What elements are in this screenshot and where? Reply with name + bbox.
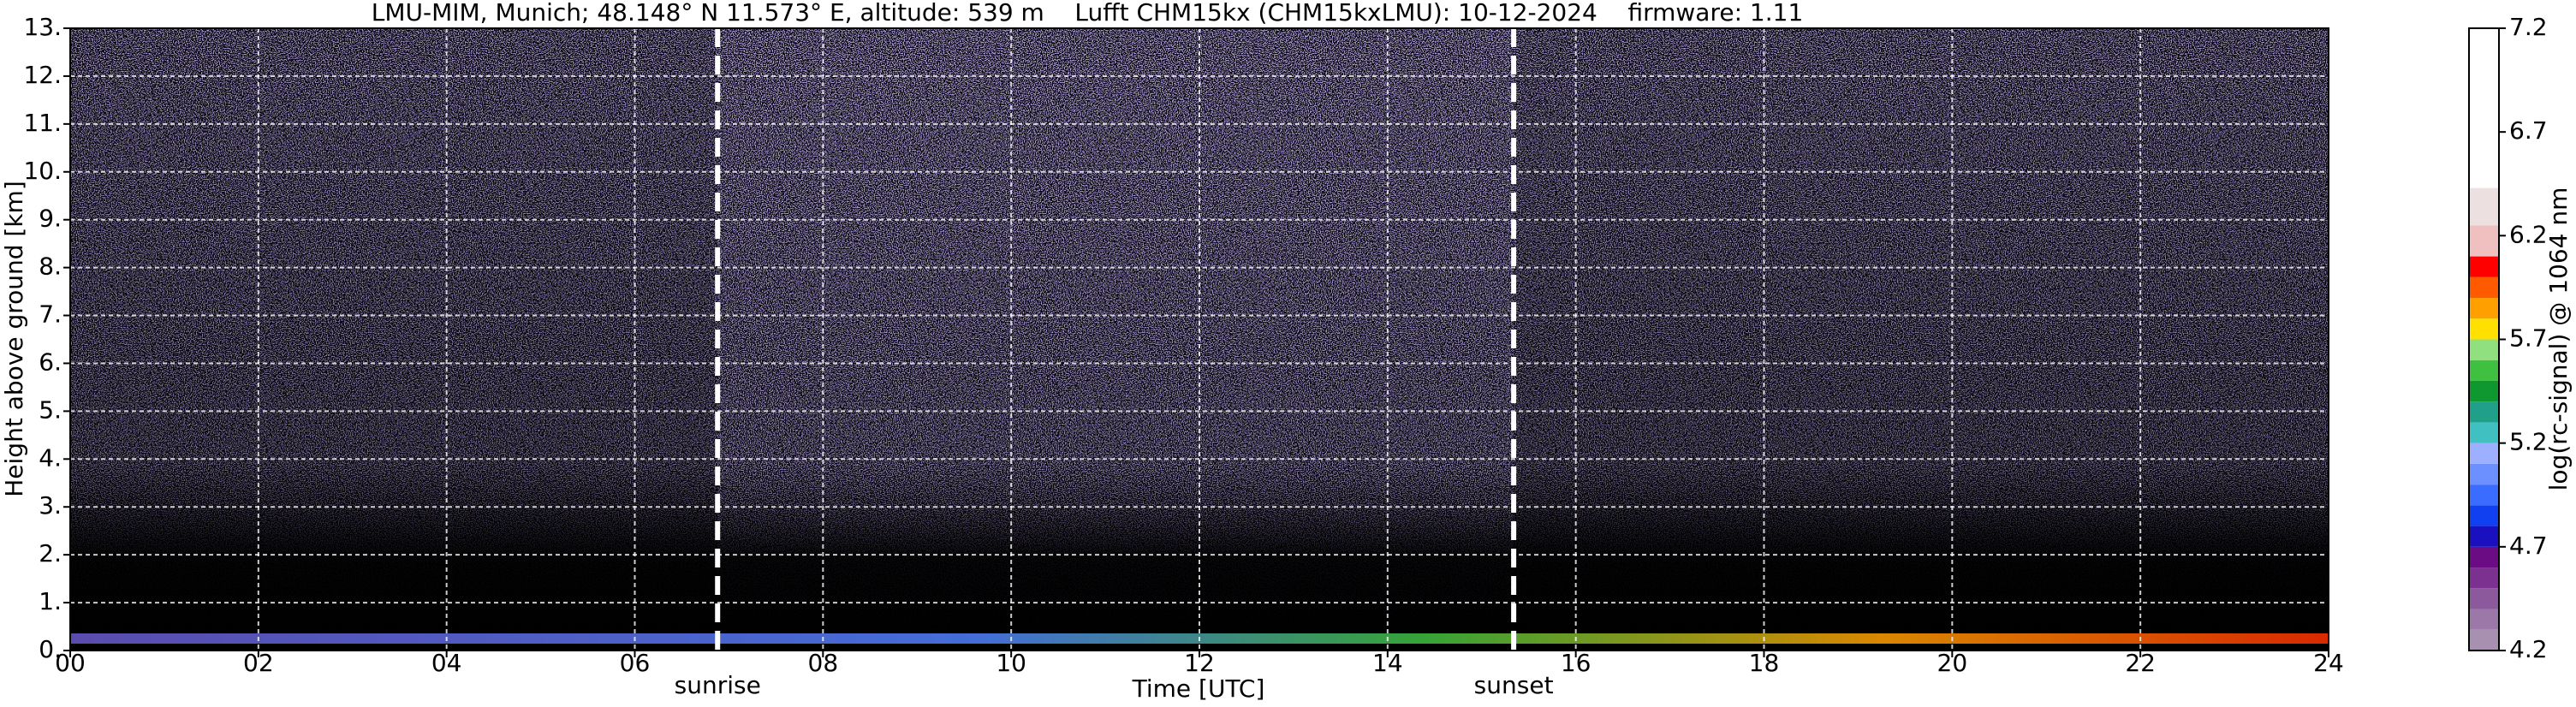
colorbar-tick-label: 7.2 <box>2509 13 2548 41</box>
chart-title: LMU-MIM, Munich; 48.148° N 11.573° E, al… <box>372 0 1804 27</box>
colorbar-tick-label: 6.7 <box>2509 116 2548 145</box>
colorbar-tick-label: 5.2 <box>2509 428 2548 456</box>
x-tick-label: 08 <box>808 649 839 677</box>
y-tick-label: 13. <box>23 13 62 41</box>
colorbar-segment <box>2469 276 2499 299</box>
x-tick-label: 18 <box>1749 649 1780 677</box>
y-tick-label: 0. <box>39 635 62 663</box>
x-tick-label: 20 <box>1937 649 1968 677</box>
colorbar-segment <box>2469 256 2499 277</box>
colorbar-segment <box>2469 588 2499 609</box>
y-tick-label: 12. <box>23 61 62 89</box>
y-tick-label: 4. <box>39 443 62 472</box>
annotation-label: sunrise <box>675 671 761 699</box>
colorbar-segment <box>2469 526 2499 547</box>
y-tick-label: 6. <box>39 348 62 376</box>
colorbar-segment <box>2469 463 2499 485</box>
y-tick-label: 9. <box>39 205 62 233</box>
y-tick-label: 3. <box>39 491 62 520</box>
colorbar-segment <box>2469 380 2499 402</box>
x-tick-label: 06 <box>620 649 651 677</box>
plot-frame <box>69 27 2329 651</box>
colorbar-tick-label: 4.2 <box>2509 635 2548 663</box>
y-tick-label: 8. <box>39 253 62 281</box>
colorbar-segment <box>2469 567 2499 589</box>
colorbar-segment <box>2469 505 2499 526</box>
colorbar-segment <box>2469 187 2499 226</box>
x-tick-label: 12 <box>1184 649 1215 677</box>
colorbar-segment <box>2469 546 2499 568</box>
x-tick-label: 22 <box>2125 649 2156 677</box>
x-tick-label: 24 <box>2313 649 2344 677</box>
x-axis-label: Time [UTC] <box>1132 674 1265 703</box>
x-tick-label: 10 <box>996 649 1026 677</box>
colorbar-tick-label: 5.7 <box>2509 324 2548 353</box>
y-tick-label: 5. <box>39 395 62 424</box>
colorbar-segment <box>2469 339 2499 360</box>
colorbar-segment <box>2469 28 2499 188</box>
x-tick-label: 02 <box>243 649 274 677</box>
colorbar-segment <box>2469 484 2499 506</box>
colorbar-segment <box>2469 318 2499 340</box>
x-tick-label: 16 <box>1561 649 1591 677</box>
colorbar-tick-label: 6.2 <box>2509 220 2548 248</box>
y-tick-label: 1. <box>39 587 62 615</box>
y-axis-label: Height above ground [km] <box>0 181 28 497</box>
x-tick-label: 00 <box>55 649 86 677</box>
colorbar-segment <box>2469 401 2499 423</box>
y-tick-label: 11. <box>23 109 62 137</box>
colorbar-segment <box>2469 422 2499 443</box>
y-tick-label: 7. <box>39 300 62 329</box>
x-tick-label: 14 <box>1372 649 1403 677</box>
colorbar-segment <box>2469 609 2499 630</box>
colorbar-tick-label: 4.7 <box>2509 532 2548 560</box>
annotation-label: sunset <box>1474 671 1554 699</box>
colorbar-segment <box>2469 443 2499 464</box>
y-tick-label: 10. <box>23 157 62 185</box>
colorbar-label: log(rc-signal) @ 1064 nm <box>2544 187 2573 491</box>
x-tick-label: 04 <box>431 649 462 677</box>
y-tick-label: 2. <box>39 539 62 567</box>
colorbar-segment <box>2469 225 2499 257</box>
colorbar-segment <box>2469 629 2499 651</box>
colorbar-segment <box>2469 298 2499 319</box>
colorbar-segment <box>2469 359 2499 381</box>
